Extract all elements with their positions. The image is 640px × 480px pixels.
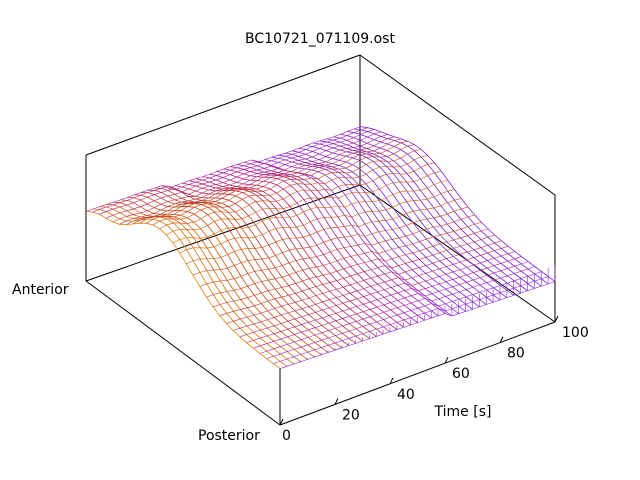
surface-time-line (182, 182, 377, 337)
surface-position-line (139, 144, 415, 224)
surface-time-line (244, 161, 439, 317)
surface-position-line (99, 129, 375, 215)
surface-time-line (305, 145, 501, 301)
x-tick-label: 20 (342, 407, 360, 423)
surface-time-line (147, 189, 343, 349)
surface-time-line (292, 150, 487, 305)
x-tick-mark (389, 377, 394, 385)
surface-position-line (132, 141, 408, 225)
surface-time-line (113, 201, 308, 360)
surface-position-line (226, 240, 502, 324)
surface-time-line (154, 187, 349, 346)
surface-position-line (199, 214, 475, 287)
surface-position-line (152, 155, 428, 226)
surface-position-line (273, 276, 549, 364)
surface-time-line (85, 211, 281, 369)
surface-position-line (166, 171, 442, 236)
surface-time-line (347, 131, 542, 287)
surface-time-line (340, 133, 535, 289)
surface-time-line (209, 173, 404, 328)
x-tick-mark (334, 398, 339, 405)
x-tick-mark (554, 315, 559, 323)
surface-time-line (216, 171, 411, 326)
surface-time-line (223, 168, 418, 323)
surface-time-line (134, 194, 329, 353)
surface-time-line (285, 152, 480, 308)
surface-position-line (179, 189, 455, 254)
surface-time-line (189, 180, 384, 335)
surface-time-line (106, 204, 301, 363)
x-tick-label: 80 (507, 346, 525, 362)
x-tick-label: 0 (282, 428, 291, 444)
x-tick-mark (279, 418, 284, 426)
surface-time-line (264, 159, 459, 315)
surface-position-line (125, 138, 402, 225)
surface-position-line (219, 234, 495, 316)
surface-position-line (112, 134, 388, 223)
surface-time-line (326, 138, 521, 294)
surface-position-line (159, 162, 435, 230)
surface-time-line (278, 154, 473, 310)
surface-time-line (127, 196, 322, 356)
surface-time-line (237, 164, 432, 319)
surface-position-line (92, 127, 368, 213)
surface-time-line (120, 199, 315, 358)
axes-box (85, 54, 556, 426)
x-axis-ticks: 0 20 40 60 80 100 (279, 315, 589, 444)
x-axis-label: Time [s] (434, 404, 492, 420)
x-tick-label: 100 (562, 325, 589, 341)
surface-position-line (105, 131, 382, 219)
surface-position-line (192, 206, 469, 276)
surface-time-line (195, 178, 391, 333)
surface-position-line (146, 149, 422, 224)
surface-time-line (360, 126, 556, 282)
x-tick-label: 40 (397, 387, 415, 403)
surface-time-line (312, 142, 508, 298)
surface-position-line (172, 180, 449, 244)
surface-mesh (85, 126, 556, 369)
chart-title: BC10721_071109.ost (245, 31, 395, 47)
surface-position-line (233, 245, 509, 331)
surface-position-line (253, 261, 529, 349)
surface-position-line (119, 136, 395, 225)
surface-time-line (333, 136, 528, 292)
surface-time-line (230, 166, 425, 321)
surface-time-line (271, 156, 466, 312)
surface-time-line (175, 185, 370, 340)
surface-position-line (213, 228, 489, 308)
surface-position-line (266, 271, 542, 359)
y-axis-label-front: Posterior (198, 428, 260, 444)
x-tick-mark (499, 336, 504, 343)
surface-time-line (319, 140, 514, 296)
surface-position-line (85, 126, 362, 212)
surface-position-line (206, 221, 482, 298)
surface-time-line (92, 208, 288, 367)
surface-position-line (259, 266, 536, 354)
surface-position-line (239, 251, 515, 338)
surface-time-line (140, 192, 336, 351)
y-axis-label-back: Anterior (12, 282, 69, 298)
surface-time-line (168, 187, 363, 342)
surface-time-line (202, 176, 398, 330)
surface-time-line (161, 185, 356, 344)
x-tick-mark (444, 356, 449, 364)
surface-time-line (99, 206, 294, 365)
x-tick-label: 60 (452, 366, 470, 382)
surface-position-line (246, 256, 522, 343)
surface-position-line (186, 198, 462, 265)
surface-time-line (354, 128, 549, 285)
surface-time-line (299, 147, 494, 303)
